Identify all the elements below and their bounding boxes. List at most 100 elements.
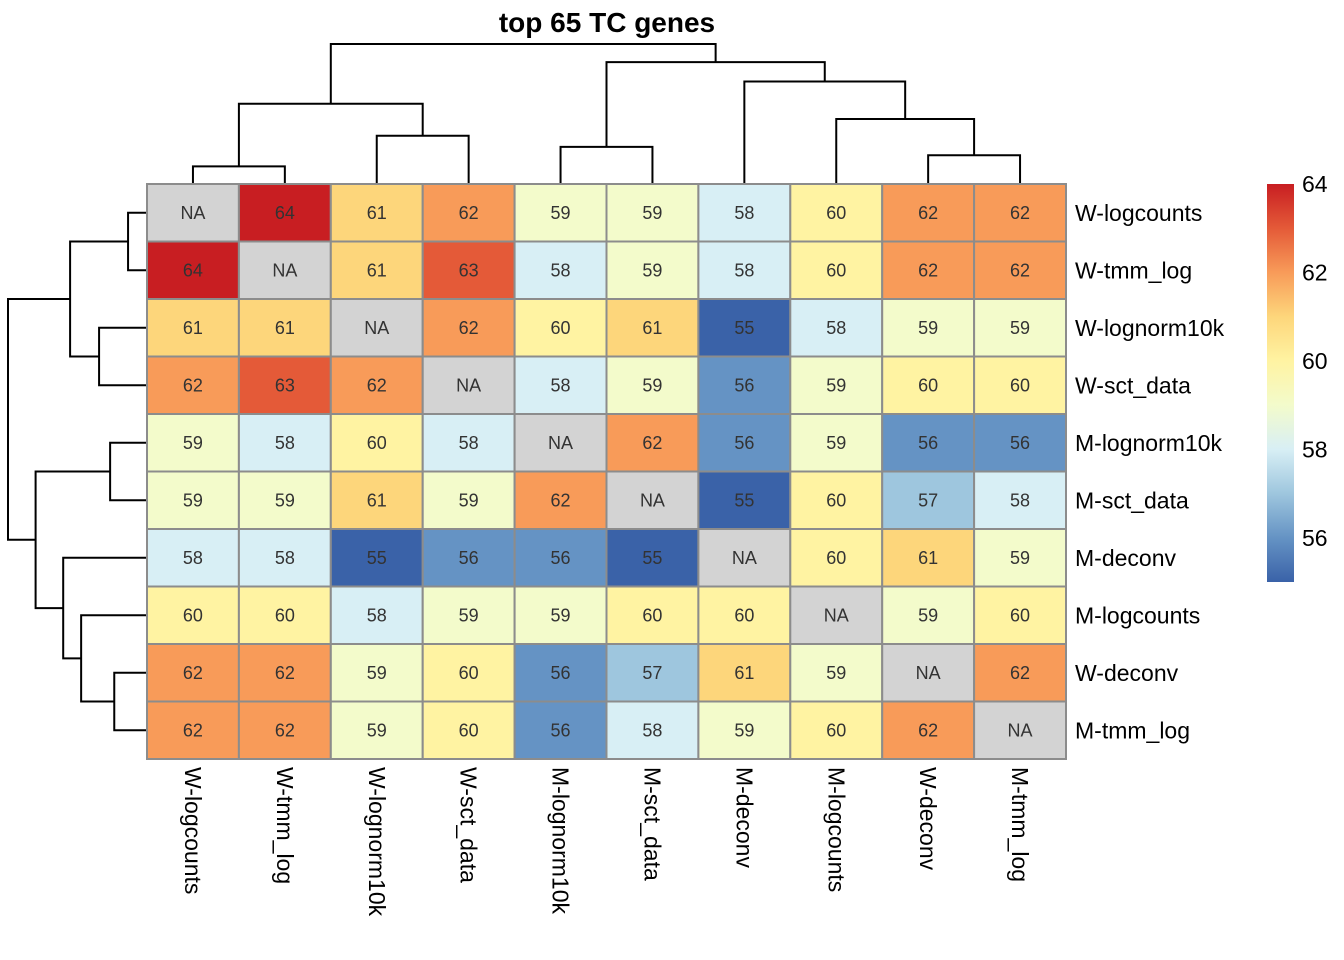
cell-value-label: 63: [459, 260, 479, 280]
heatmap-cell: [146, 413, 240, 473]
cell-value-label: 60: [826, 260, 846, 280]
row-label: W-deconv: [1075, 660, 1179, 686]
heatmap-cell: [237, 470, 332, 530]
heatmap-cell: [789, 528, 884, 588]
heatmap-cell: [881, 183, 976, 243]
color-legend: 56 58 60 62 64: [1267, 171, 1328, 582]
cell-value-label: NA: [272, 260, 297, 280]
cell-value-label: 62: [918, 260, 938, 280]
row-dendrogram-branch: [7, 298, 71, 541]
heatmap-cell: [605, 643, 700, 703]
cell-value-label: 60: [183, 605, 203, 625]
row-label: M-logcounts: [1075, 602, 1200, 628]
column-dendrogram-branch: [835, 118, 976, 183]
cell-value-label: 56: [551, 663, 571, 683]
column-label: W-sct_data: [456, 767, 482, 883]
cell-value-label: 57: [918, 490, 938, 510]
heatmap-cell: [605, 240, 700, 300]
row-label: W-tmm_log: [1075, 257, 1192, 283]
cell-value-label: NA: [364, 318, 389, 338]
heatmap-cell: [329, 528, 424, 588]
column-label: W-logcounts: [180, 767, 206, 894]
legend-color-bar: [1267, 184, 1294, 582]
cell-value-label: 59: [183, 490, 203, 510]
heatmap-cell: [789, 183, 884, 243]
cell-value-label: 56: [1010, 433, 1030, 453]
cell-value-label: 55: [367, 548, 387, 568]
heatmap-cell: [881, 643, 976, 703]
cell-value-label: 56: [459, 548, 479, 568]
heatmap-cell: [973, 585, 1067, 645]
legend-tick-label: 64: [1302, 171, 1328, 197]
row-dendrogram-branch: [127, 211, 146, 272]
cell-value-label: NA: [456, 375, 481, 395]
heatmap-cell: [789, 413, 884, 473]
cell-value-label: 61: [367, 490, 387, 510]
heatmap-cell: [329, 240, 424, 300]
cell-value-label: 56: [918, 433, 938, 453]
cell-value-label: 64: [183, 260, 203, 280]
cell-value-label: 58: [826, 318, 846, 338]
heatmap-cell: [881, 355, 976, 415]
cell-value-label: 55: [642, 548, 662, 568]
heatmap-cell: [421, 528, 516, 588]
row-label: M-sct_data: [1075, 487, 1189, 513]
column-label: M-deconv: [731, 767, 757, 868]
cell-value-label: 60: [826, 203, 846, 223]
cell-value-label: 59: [1010, 548, 1030, 568]
column-dendrogram-branch: [559, 145, 654, 183]
heatmap-cell: [421, 298, 516, 358]
column-dendrogram-branch: [605, 61, 826, 147]
heatmap-cell: [973, 643, 1067, 703]
cell-value-label: 62: [1010, 203, 1030, 223]
column-label: M-logcounts: [823, 767, 849, 892]
cell-value-label: 60: [551, 318, 571, 338]
heatmap-cell: [329, 700, 424, 760]
heatmap-grid: NA 64 61 62 59 59 58 60 62 62 64 NA 61 63 58 59 58 60 62 62…: [146, 183, 1067, 760]
column-label: M-tmm_log: [1007, 767, 1033, 882]
cell-value-label: 58: [642, 720, 662, 740]
column-label: W-lognorm10k: [364, 767, 390, 917]
heatmap-cell: [421, 413, 516, 473]
cell-value-label: 62: [275, 720, 295, 740]
cell-value-label: 60: [826, 720, 846, 740]
cell-value-label: 56: [734, 375, 754, 395]
heatmap-cell: [881, 700, 976, 760]
row-dendrogram-branch: [113, 671, 146, 732]
heatmap-cell: [789, 585, 884, 645]
cell-value-label: 59: [642, 203, 662, 223]
heatmap-cell: [329, 413, 424, 473]
cell-value-label: 62: [275, 663, 295, 683]
cell-value-label: 60: [826, 548, 846, 568]
column-dendrogram-branch: [927, 154, 1022, 183]
cell-value-label: 60: [642, 605, 662, 625]
cell-value-label: 62: [551, 490, 571, 510]
cell-value-label: NA: [180, 203, 205, 223]
cell-value-label: 58: [1010, 490, 1030, 510]
row-label: M-tmm_log: [1075, 717, 1190, 743]
column-dendrogram-branch: [329, 43, 717, 104]
row-dendrogram: [7, 211, 146, 732]
cell-value-label: 56: [551, 548, 571, 568]
cell-value-label: 63: [275, 375, 295, 395]
cell-value-label: 61: [367, 203, 387, 223]
heatmap-cell: [237, 585, 332, 645]
cell-value-label: 62: [183, 720, 203, 740]
heatmap-cell: [881, 470, 976, 530]
cell-value-label: 62: [367, 375, 387, 395]
cell-value-label: 59: [826, 663, 846, 683]
cell-value-label: 60: [275, 605, 295, 625]
heatmap-cell: [329, 183, 424, 243]
legend-tick-label: 60: [1302, 348, 1328, 374]
row-dendrogram-branch: [62, 556, 146, 660]
heatmap-cell: [973, 413, 1067, 473]
cell-value-label: 57: [642, 663, 662, 683]
column-dendrogram-branch: [743, 80, 907, 183]
heatmap-cell: [697, 240, 792, 300]
heatmap-cell: [421, 700, 516, 760]
heatmap-cell: [973, 183, 1067, 243]
cell-value-label: 58: [275, 433, 295, 453]
heatmap-cell: [973, 298, 1067, 358]
cell-value-label: 59: [551, 203, 571, 223]
cell-value-label: 59: [275, 490, 295, 510]
